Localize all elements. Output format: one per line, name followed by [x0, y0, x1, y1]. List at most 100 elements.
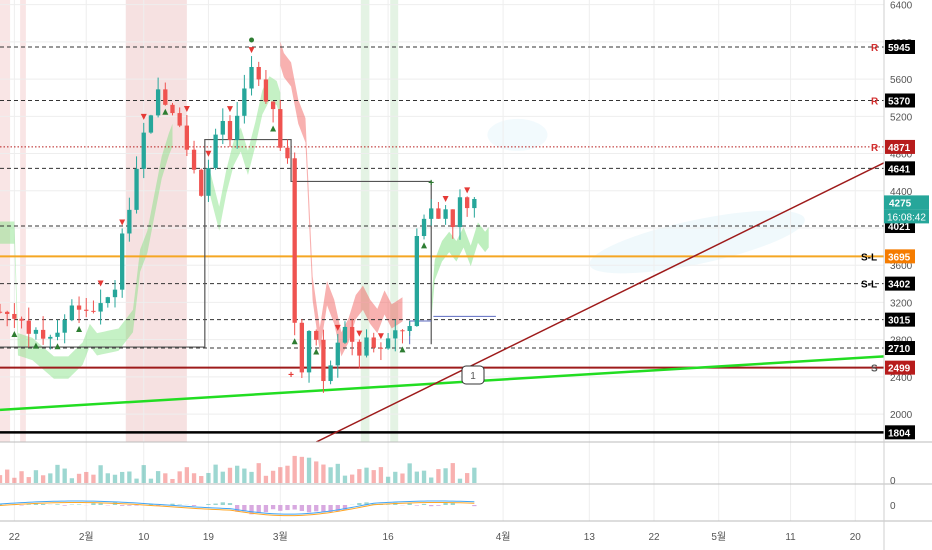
histogram-bar — [98, 503, 103, 505]
watermark-shape — [487, 118, 548, 151]
volume-axis-tick: 0 — [890, 476, 896, 487]
sell-signal — [140, 113, 147, 120]
candle-body — [278, 109, 283, 148]
candle-body — [40, 329, 46, 339]
candle-body — [421, 218, 427, 237]
volume-bar — [55, 464, 60, 483]
histogram-bar — [436, 505, 441, 506]
volume-bar — [292, 455, 297, 483]
candle-body — [134, 168, 139, 210]
candle-body — [91, 310, 96, 312]
buy-signal — [291, 338, 298, 345]
level-label-value: 1804 — [888, 428, 911, 439]
watermark-shape — [589, 210, 805, 274]
candle-body — [62, 319, 67, 333]
candle-body — [148, 115, 154, 133]
volume-bar — [177, 471, 182, 483]
volume-bar — [270, 470, 276, 483]
candle-body — [55, 332, 60, 337]
histogram-bar — [220, 502, 225, 505]
price-marker-label: 1 — [470, 371, 476, 382]
volume-bar — [472, 467, 477, 483]
volume-bar — [278, 467, 283, 483]
volume-bar — [76, 473, 82, 483]
buy-signal — [270, 125, 277, 132]
volume-bar — [357, 469, 362, 483]
histogram-bar — [472, 505, 477, 507]
histogram-bar — [364, 502, 369, 505]
level-label-value: 3015 — [888, 316, 911, 327]
candle-body — [436, 208, 441, 219]
volume-bar — [163, 473, 168, 483]
sell-signal — [377, 333, 384, 340]
candle-body — [0, 311, 3, 313]
trend-lines[interactable] — [0, 162, 884, 442]
histogram-bar — [191, 505, 197, 506]
candle-body — [350, 326, 355, 342]
volume-bar — [342, 475, 348, 483]
volume-bar — [436, 469, 441, 483]
highlight-band — [360, 0, 370, 442]
time-axis-tick: 19 — [203, 532, 215, 543]
histogram-bar — [306, 505, 312, 513]
level-label-value: 4641 — [888, 164, 911, 175]
candle-body — [206, 168, 211, 196]
price-axis-tick: 5600 — [890, 75, 913, 86]
highlight-band — [0, 0, 11, 442]
price-axis-tick: 3200 — [890, 298, 913, 309]
price-axis-tick: 4400 — [890, 187, 913, 198]
buy-signal — [421, 242, 428, 249]
histogram-bar — [40, 504, 46, 505]
volume-bar — [299, 456, 305, 483]
buy-signal — [162, 108, 169, 115]
volume-bar — [213, 464, 218, 483]
price-axis-tick: 3600 — [890, 261, 913, 272]
ribbon — [208, 76, 281, 231]
candle-body — [19, 318, 24, 321]
sell-signal — [226, 106, 233, 113]
time-axis-tick: 13 — [584, 532, 596, 543]
candle-body — [393, 330, 398, 339]
candle-body — [342, 326, 348, 343]
histogram-bar — [321, 505, 326, 513]
candle-body — [321, 339, 326, 382]
level-label-value: 3695 — [888, 252, 911, 263]
level-label-box — [885, 425, 915, 440]
volume-bar — [443, 468, 448, 483]
level-remark: R — [871, 43, 879, 54]
candle-body — [48, 336, 53, 339]
histogram-bar — [148, 504, 154, 505]
candle-body — [357, 341, 362, 356]
ribbon — [431, 222, 489, 322]
histogram-bar — [285, 505, 290, 511]
volume-bar — [98, 465, 103, 483]
price-marker[interactable]: 1 — [461, 365, 485, 385]
signal-dot — [249, 37, 255, 43]
oscillator-signal-line — [0, 501, 475, 517]
buy-signal — [32, 342, 39, 349]
volume-bar — [0, 475, 3, 483]
volume-bar — [414, 471, 420, 483]
level-label-box — [885, 93, 915, 108]
histogram-bar — [342, 505, 348, 510]
sell-signal — [205, 150, 212, 157]
volume-bar — [371, 470, 376, 483]
current-price-value: 4275 — [889, 198, 912, 209]
candle-body — [33, 329, 39, 334]
time-axis[interactable]: 22 2월 10 19 3월 16 4월 13 22 5월 11 20 — [9, 531, 861, 543]
candle-body — [429, 208, 434, 219]
trend-line[interactable] — [315, 162, 884, 442]
histogram-bar — [256, 505, 261, 513]
volume-bar — [155, 471, 161, 483]
candle-body — [249, 66, 254, 89]
level-label-value: 2710 — [888, 344, 911, 355]
volume-bar — [407, 463, 412, 483]
histogram-bar — [235, 505, 240, 512]
candle-body — [69, 305, 75, 320]
price-axis-tick: 5200 — [890, 112, 913, 123]
time-axis-tick: 2월 — [79, 531, 94, 543]
sell-signal — [334, 324, 341, 331]
sell-signal — [442, 196, 449, 203]
trend-line[interactable] — [0, 355, 884, 412]
